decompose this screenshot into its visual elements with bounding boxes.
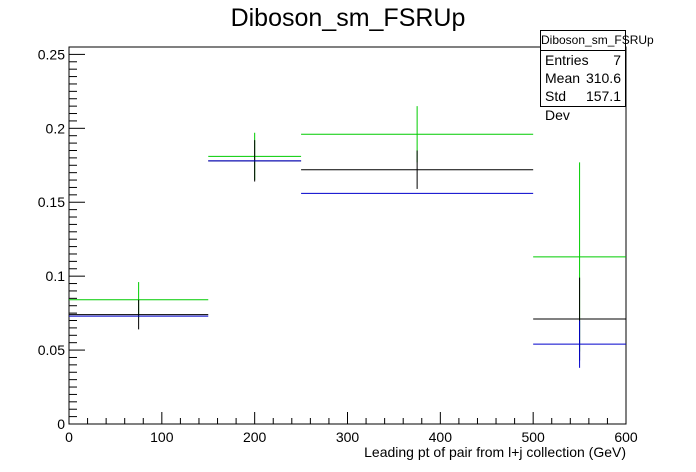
- stats-row-stddev: Std Dev 157.1: [541, 87, 625, 123]
- stats-value: 7: [613, 52, 621, 68]
- x-tick-label: 500: [521, 429, 545, 445]
- x-tick-label: 600: [614, 429, 638, 445]
- stats-label: Entries: [545, 52, 589, 68]
- stats-box: Diboson_sm_FSRUp Entries 7 Mean 310.6 St…: [540, 30, 654, 123]
- x-tick-label: 300: [336, 429, 360, 445]
- y-tick-label: 0.15: [38, 194, 65, 210]
- x-tick-label: 200: [243, 429, 267, 445]
- series-1: [69, 140, 626, 361]
- stats-box-title: Diboson_sm_FSRUp: [541, 31, 654, 51]
- y-tick-label: 0.05: [38, 342, 65, 358]
- chart-title: Diboson_sm_FSRUp: [230, 4, 466, 32]
- stats-row-entries: Entries 7: [541, 51, 625, 69]
- x-tick-label: 0: [65, 429, 73, 445]
- y-axis: 0 0.05 0.1 0.15 0.2 0.25: [38, 46, 85, 432]
- y-tick-label: 0.2: [46, 120, 66, 136]
- stats-value: 157.1: [585, 88, 621, 104]
- stats-label: Mean: [545, 70, 581, 86]
- y-tick-label: 0.25: [38, 46, 65, 62]
- x-axis: 0 100 200 300 400 500 600: [65, 412, 638, 445]
- stats-value: 310.6: [585, 70, 621, 86]
- y-tick-label: 0.1: [46, 268, 66, 284]
- series-2: [69, 160, 626, 368]
- x-axis-label: Leading pt of pair from l+j collection (…: [364, 444, 626, 460]
- x-tick-label: 400: [429, 429, 453, 445]
- data-series: [69, 106, 626, 368]
- stats-row-mean: Mean 310.6: [541, 69, 625, 87]
- x-tick-label: 100: [150, 429, 174, 445]
- y-tick-label: 0: [57, 416, 65, 432]
- stats-label: Std Dev: [545, 88, 570, 123]
